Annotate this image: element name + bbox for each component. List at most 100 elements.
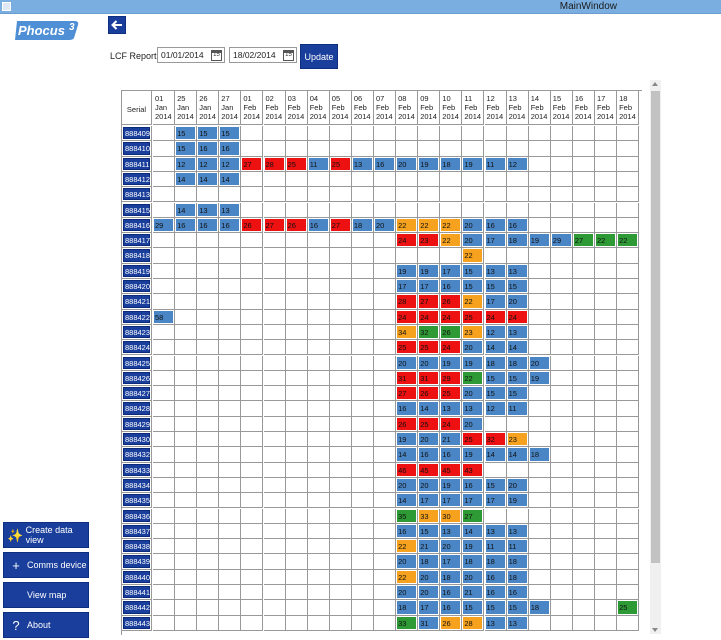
serial-button[interactable]: 888411 [123, 157, 150, 170]
serial-button[interactable]: 888428 [123, 402, 151, 415]
reading-block[interactable]: 22 [419, 218, 439, 232]
reading-block[interactable]: 27 [264, 218, 284, 232]
reading-block[interactable]: 17 [485, 295, 505, 308]
reading-block[interactable]: 14 [397, 448, 417, 461]
reading-block[interactable]: 19 [419, 157, 439, 170]
reading-block[interactable]: 17 [485, 234, 505, 247]
reading-block[interactable]: 11 [507, 402, 527, 415]
scroll-up-icon[interactable] [652, 82, 658, 86]
reading-block[interactable]: 14 [507, 341, 527, 354]
reading-block[interactable]: 16 [485, 570, 505, 583]
reading-block[interactable]: 16 [375, 157, 395, 170]
serial-button[interactable]: 888437 [123, 524, 151, 538]
scroll-down-icon[interactable] [652, 628, 658, 632]
reading-block[interactable]: 18 [507, 356, 527, 369]
reading-block[interactable]: 29 [441, 371, 461, 385]
reading-block[interactable]: 16 [220, 218, 240, 232]
scrollbar-thumb[interactable] [651, 91, 660, 563]
reading-block[interactable]: 16 [198, 142, 218, 155]
reading-block[interactable]: 20 [419, 356, 439, 369]
reading-block[interactable]: 14 [463, 524, 483, 538]
reading-block[interactable]: 20 [463, 234, 483, 247]
reading-block[interactable]: 17 [485, 494, 505, 507]
reading-block[interactable]: 28 [463, 616, 483, 629]
reading-block[interactable]: 18 [441, 157, 461, 170]
reading-block[interactable]: 17 [419, 494, 439, 507]
reading-block[interactable]: 17 [463, 494, 483, 507]
reading-block[interactable]: 43 [463, 463, 483, 476]
about-button[interactable]: ? About [3, 612, 89, 638]
calendar-icon[interactable]: 15 [283, 50, 294, 61]
reading-block[interactable]: 16 [441, 448, 461, 461]
reading-block[interactable]: 16 [198, 218, 218, 232]
reading-block[interactable]: 25 [441, 387, 461, 400]
serial-button[interactable]: 888430 [123, 433, 151, 446]
serial-button[interactable]: 888423 [123, 325, 151, 339]
reading-block[interactable]: 20 [397, 586, 417, 599]
calendar-icon[interactable]: 15 [211, 50, 222, 61]
reading-block[interactable]: 31 [419, 616, 439, 629]
serial-button[interactable]: 888420 [123, 280, 151, 293]
reading-block[interactable]: 24 [441, 310, 461, 323]
reading-block[interactable]: 14 [220, 172, 240, 186]
reading-block[interactable]: 11 [485, 157, 505, 170]
reading-block[interactable]: 20 [375, 218, 395, 232]
serial-button[interactable]: 888436 [123, 509, 151, 522]
reading-block[interactable]: 20 [419, 586, 439, 599]
create-data-view-button[interactable]: ✨ Create data view [3, 522, 89, 548]
serial-button[interactable]: 888425 [123, 356, 151, 369]
reading-block[interactable]: 22 [397, 540, 417, 553]
reading-block[interactable]: 29 [551, 234, 571, 247]
reading-block[interactable]: 22 [441, 218, 461, 232]
reading-block[interactable]: 16 [419, 448, 439, 461]
serial-button[interactable]: 888419 [123, 264, 151, 277]
reading-block[interactable]: 18 [507, 570, 527, 583]
reading-block[interactable]: 19 [463, 356, 483, 369]
vertical-scrollbar[interactable] [650, 80, 661, 634]
reading-block[interactable]: 20 [507, 295, 527, 308]
reading-block[interactable]: 16 [507, 586, 527, 599]
reading-block[interactable]: 23 [463, 325, 483, 339]
reading-block[interactable]: 27 [463, 509, 483, 522]
reading-block[interactable]: 20 [397, 356, 417, 369]
reading-block[interactable]: 15 [463, 280, 483, 293]
serial-button[interactable]: 888418 [123, 249, 151, 262]
serial-button[interactable]: 888409 [123, 127, 151, 140]
reading-block[interactable]: 46 [397, 463, 417, 476]
reading-block[interactable]: 13 [507, 264, 527, 277]
reading-block[interactable]: 14 [397, 494, 417, 507]
reading-block[interactable]: 13 [485, 264, 505, 277]
reading-block[interactable]: 16 [485, 586, 505, 599]
reading-block[interactable]: 18 [529, 601, 549, 614]
reading-block[interactable]: 18 [529, 448, 549, 461]
reading-block[interactable]: 34 [397, 325, 417, 339]
reading-block[interactable]: 21 [463, 586, 483, 599]
reading-block[interactable]: 20 [441, 540, 461, 553]
serial-button[interactable]: 888432 [123, 448, 151, 461]
reading-block[interactable]: 31 [419, 371, 439, 385]
serial-button[interactable]: 888417 [123, 234, 151, 247]
reading-block[interactable]: 20 [463, 218, 483, 232]
comms-device-button[interactable]: + Comms device [3, 552, 89, 578]
reading-block[interactable]: 19 [441, 478, 461, 492]
reading-block[interactable]: 26 [286, 218, 306, 232]
reading-block[interactable]: 12 [507, 157, 527, 170]
reading-block[interactable]: 14 [176, 172, 196, 186]
reading-block[interactable]: 19 [529, 234, 549, 247]
reading-block[interactable]: 15 [507, 371, 527, 385]
reading-block[interactable]: 20 [507, 478, 527, 492]
reading-block[interactable]: 16 [441, 586, 461, 599]
reading-block[interactable]: 25 [463, 310, 483, 323]
reading-block[interactable]: 25 [618, 601, 638, 614]
reading-block[interactable]: 15 [485, 601, 505, 614]
reading-block[interactable]: 29 [154, 218, 174, 232]
reading-block[interactable]: 16 [507, 218, 527, 232]
reading-block[interactable]: 33 [419, 509, 439, 522]
reading-block[interactable]: 22 [441, 234, 461, 247]
date-from-field[interactable]: 01/01/2014 15 [157, 47, 225, 63]
reading-block[interactable]: 14 [485, 341, 505, 354]
reading-block[interactable]: 15 [419, 524, 439, 538]
reading-block[interactable]: 28 [397, 295, 417, 308]
reading-block[interactable]: 26 [419, 387, 439, 400]
reading-block[interactable]: 13 [220, 203, 240, 216]
